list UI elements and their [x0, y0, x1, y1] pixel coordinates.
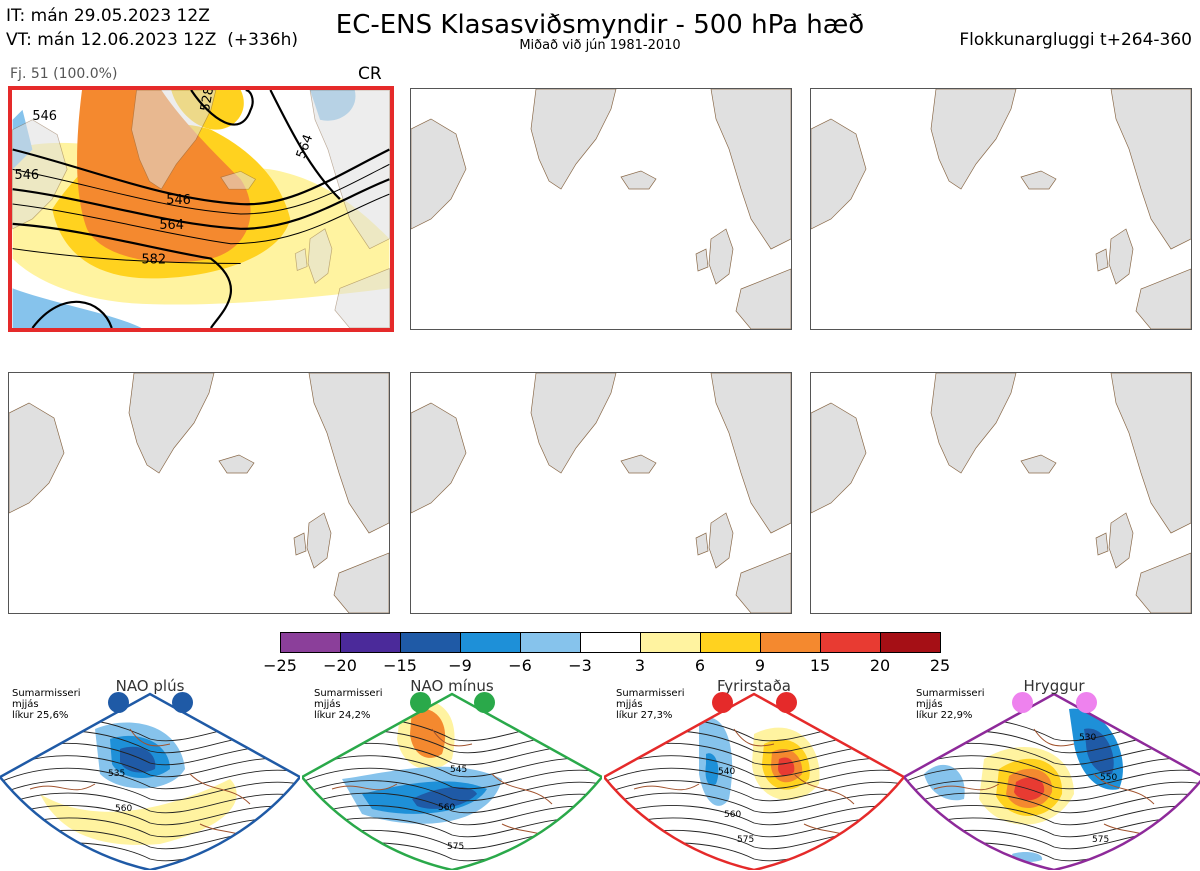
- cluster-map: 546 528 546 564 564 582 546: [12, 90, 390, 328]
- colorbar-tick: 3: [634, 656, 646, 675]
- regime-marker-dot: [410, 692, 431, 713]
- contour-label: 575: [1092, 835, 1109, 845]
- colorbar-swatch: [760, 632, 821, 653]
- initial-time: IT: mán 29.05.2023 12Z: [6, 6, 210, 26]
- contour-label: 560: [724, 810, 741, 820]
- colorbar-tick: −20: [323, 656, 357, 675]
- colorbar-swatch: [340, 632, 401, 653]
- colorbar-tick: −15: [383, 656, 417, 675]
- colorbar-tick: 15: [809, 656, 831, 675]
- colorbar-tick: −3: [568, 656, 592, 675]
- empty-map-panel: [410, 372, 792, 614]
- colorbar-tick: 9: [754, 656, 766, 675]
- regime-title: NAO mínus: [410, 677, 494, 695]
- cluster-regime-code: CR: [358, 64, 382, 84]
- regime-marker-dot: [172, 692, 193, 713]
- contour-label: 546: [15, 168, 40, 183]
- regime-title: Fyrirstaða: [717, 677, 791, 695]
- colorbar-swatch: [400, 632, 461, 653]
- colorbar-tick: 20: [869, 656, 891, 675]
- contour-label: 575: [737, 835, 754, 845]
- colorbar-tick: 25: [929, 656, 951, 675]
- colorbar-swatch: [520, 632, 581, 653]
- colorbar-swatch: [280, 632, 341, 653]
- contour-label: 575: [447, 842, 464, 852]
- empty-map-panel: [810, 88, 1192, 330]
- contour-label: 540: [718, 767, 735, 777]
- regime-probability-note: Sumarmisseri mjjás líkur 25,6%: [12, 688, 81, 721]
- contour-label: 530: [1079, 733, 1096, 743]
- empty-map-panel: [810, 372, 1192, 614]
- contour-label: 550: [1100, 773, 1117, 783]
- contour-label: 582: [142, 253, 167, 268]
- colorbar-swatch: [460, 632, 521, 653]
- regime-probability-note: Sumarmisseri mjjás líkur 22,9%: [916, 688, 985, 721]
- contour-label: 546: [166, 193, 191, 208]
- valid-time: VT: mán 12.06.2023 12Z (+336h): [6, 30, 298, 50]
- regime-marker-dot: [776, 692, 797, 713]
- colorbar-tick: 6: [694, 656, 706, 675]
- contour-label: 528: [198, 90, 217, 113]
- regime-map: 530 550 575: [904, 692, 1200, 870]
- regime-marker-dot: [108, 692, 129, 713]
- regime-probability-note: Sumarmisseri mjjás líkur 24,2%: [314, 688, 383, 721]
- cluster-map-panel: 546 528 546 564 564 582 546: [8, 86, 394, 332]
- regime-map: 545 560 575: [302, 692, 602, 870]
- colorbar-tick: −9: [448, 656, 472, 675]
- regime-title: NAO plús: [115, 677, 185, 695]
- regime-marker-dot: [712, 692, 733, 713]
- colorbar-swatch: [700, 632, 761, 653]
- empty-map-panel: [410, 88, 792, 330]
- regime-marker-dot: [1076, 692, 1097, 713]
- classification-window: Flokkunargluggi t+264-360: [959, 30, 1192, 50]
- contour-label: 545: [450, 765, 467, 775]
- empty-map-panel: [8, 372, 390, 614]
- contour-label: 560: [438, 803, 455, 813]
- contour-label: 546: [32, 109, 57, 124]
- contour-label: 564: [159, 218, 184, 233]
- regime-map: 540 560 575: [604, 692, 904, 870]
- colorbar-swatch: [820, 632, 881, 653]
- regime-map: 535 560: [0, 692, 300, 870]
- contour-label: 564: [294, 133, 317, 161]
- colorbar-swatch: [880, 632, 941, 653]
- regime-marker-dot: [474, 692, 495, 713]
- regime-title: Hryggur: [1023, 677, 1085, 695]
- cluster-count-label: Fj. 51 (100.0%): [10, 66, 118, 82]
- colorbar-tick: −25: [263, 656, 297, 675]
- colorbar-swatch: [640, 632, 701, 653]
- colorbar-swatch: [580, 632, 641, 653]
- contour-label: 560: [115, 804, 132, 814]
- colorbar-tick: −6: [508, 656, 532, 675]
- regime-marker-dot: [1012, 692, 1033, 713]
- page-title: EC-ENS Klasasviðsmyndir - 500 hPa hæð: [335, 10, 865, 40]
- contour-label: 535: [108, 769, 125, 779]
- regime-probability-note: Sumarmisseri mjjás líkur 27,3%: [616, 688, 685, 721]
- page-subtitle: Miðað við jún 1981-2010: [519, 38, 681, 53]
